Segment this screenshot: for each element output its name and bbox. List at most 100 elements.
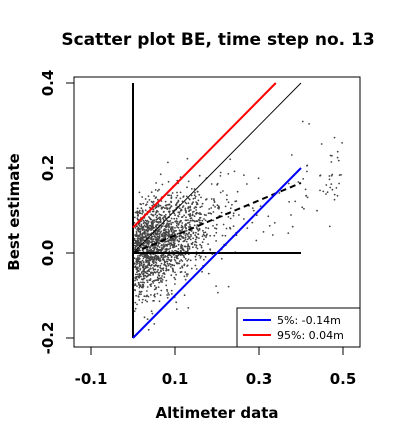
scatter-point (179, 254, 182, 256)
scatter-point (183, 232, 185, 235)
scatter-point (171, 192, 174, 194)
x-tick-label: -0.1 (75, 370, 108, 388)
scatter-point (170, 197, 173, 200)
scatter-point (148, 242, 150, 245)
scatter-point (198, 237, 200, 240)
scatter-point (150, 310, 153, 313)
y-tick-label: 0.0 (39, 240, 57, 267)
scatter-point (188, 232, 190, 235)
scatter-point (162, 218, 165, 221)
scatter-point (140, 223, 143, 226)
scatter-point (152, 273, 155, 276)
scatter-point (181, 222, 184, 224)
scatter-point (161, 275, 164, 277)
scatter-point (136, 271, 138, 274)
scatter-point (160, 207, 163, 210)
scatter-point (160, 262, 163, 265)
scatter-point (166, 255, 169, 258)
scatter-point (297, 181, 300, 183)
scatter-point (166, 237, 169, 240)
scatter-point (176, 235, 179, 238)
scatter-point (178, 260, 181, 262)
scatter-point (187, 258, 190, 261)
scatter-point (142, 255, 144, 258)
scatter-point (139, 239, 142, 242)
scatter-point (215, 223, 218, 226)
scatter-point (134, 279, 136, 282)
scatter-point (196, 247, 199, 250)
scatter-point (166, 294, 169, 296)
scatter-point (197, 233, 200, 236)
scatter-point (158, 213, 161, 216)
scatter-point (203, 238, 205, 241)
scatter-point (193, 215, 196, 218)
scatter-point (181, 247, 184, 250)
scatter-point (177, 254, 180, 257)
scatter-point (136, 261, 138, 263)
scatter-point (189, 205, 192, 208)
scatter-point (162, 229, 165, 232)
scatter-point (157, 286, 160, 288)
scatter-point (164, 217, 167, 220)
scatter-point (177, 232, 179, 235)
scatter-point (144, 219, 147, 222)
scatter-point (199, 212, 201, 214)
scatter-point (153, 280, 156, 282)
scatter-point (168, 250, 171, 253)
scatter-point (170, 265, 172, 268)
scatter-point (290, 154, 293, 156)
scatter-point (180, 243, 183, 246)
scatter-point (150, 235, 153, 238)
scatter-point (136, 258, 139, 260)
scatter-point (229, 226, 231, 229)
scatter-point (153, 259, 155, 262)
scatter-point (186, 186, 188, 189)
scatter-point (201, 235, 204, 238)
scatter-point (220, 257, 223, 260)
scatter-point (167, 161, 169, 164)
scatter-point (156, 218, 159, 221)
scatter-point (164, 235, 167, 238)
scatter-point (150, 213, 153, 216)
scatter-point (168, 220, 171, 223)
scatter-point (137, 255, 139, 257)
scatter-point (340, 173, 342, 176)
scatter-point (165, 269, 168, 272)
scatter-point (149, 279, 152, 281)
scatter-point (148, 270, 151, 273)
scatter-point (146, 259, 148, 262)
scatter-point (142, 219, 145, 222)
scatter-point (252, 209, 255, 212)
scatter-point (173, 217, 176, 220)
scatter-point (174, 283, 176, 285)
scatter-point (167, 180, 170, 183)
scatter-point (179, 197, 182, 200)
scatter-point (158, 233, 161, 235)
scatter-point (141, 236, 144, 239)
y-axis-label: Best estimate (5, 153, 23, 270)
scatter-point (137, 236, 139, 239)
scatter-point (187, 243, 190, 246)
scatter-point (336, 150, 339, 153)
scatter-point (170, 263, 172, 266)
scatter-point (196, 227, 198, 230)
scatter-point (278, 192, 281, 194)
scatter-point (141, 244, 144, 246)
scatter-point (216, 204, 219, 207)
scatter-point (164, 232, 167, 235)
scatter-point (156, 250, 158, 253)
scatter-point (137, 234, 139, 237)
scatter-point (162, 255, 165, 257)
scatter-point (139, 236, 142, 239)
scatter-point (141, 209, 144, 212)
scatter-point (173, 256, 176, 259)
scatter-point (173, 242, 176, 245)
scatter-point (195, 235, 198, 238)
scatter-point (159, 266, 162, 269)
scatter-point (175, 217, 178, 220)
scatter-point (184, 230, 187, 232)
scatter-point (191, 241, 194, 244)
scatter-point (170, 234, 172, 236)
scatter-point (148, 264, 151, 267)
scatter-point (164, 213, 167, 216)
